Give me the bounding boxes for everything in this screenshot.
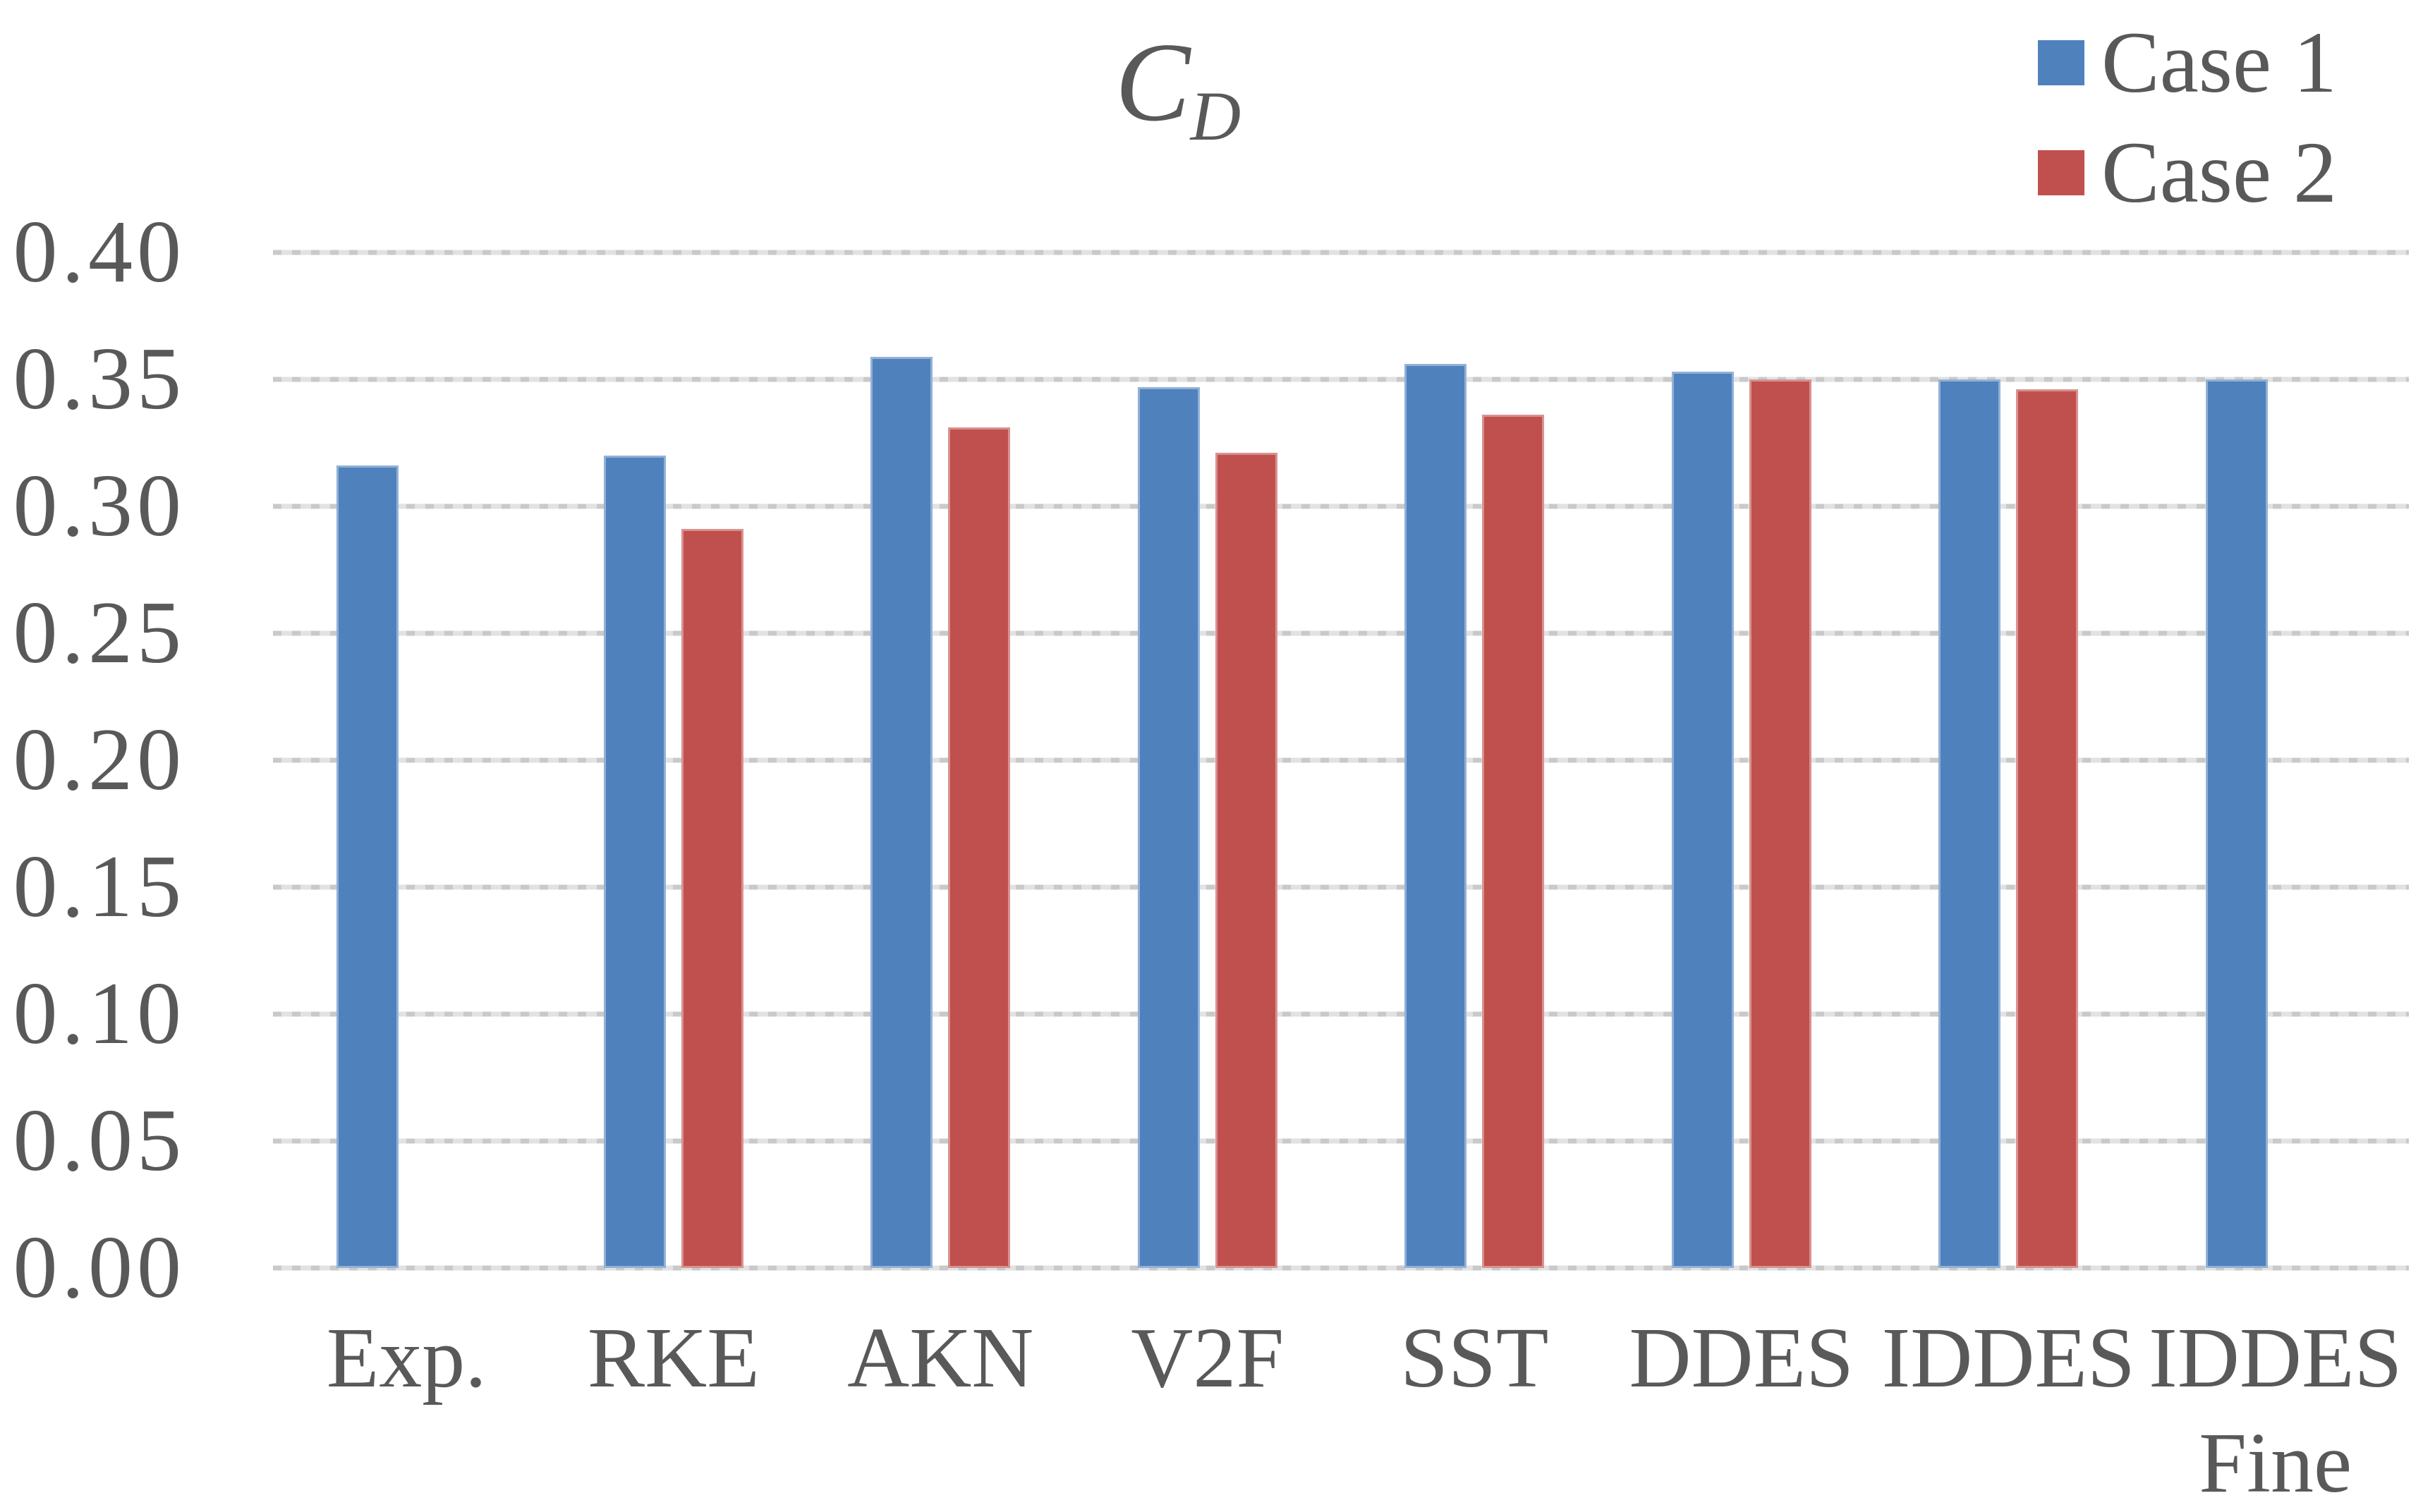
y-tick-label: 0.00	[13, 1219, 186, 1317]
bar-case-2-ddes	[1749, 379, 1811, 1268]
chart-title-subscript: D	[1190, 78, 1241, 155]
bar-case-2-akn	[948, 427, 1011, 1268]
bar-case-2-v2f	[1215, 453, 1277, 1268]
gridline	[273, 250, 2409, 255]
legend-item-case-2: Case 2	[2038, 129, 2337, 217]
x-tick-label-rke: RKE	[587, 1310, 760, 1406]
chart-title-main: C	[1115, 19, 1191, 145]
bar-case-1-ddes	[1671, 372, 1734, 1268]
y-tick-label: 0.15	[13, 838, 186, 936]
gridline	[273, 1265, 2409, 1271]
y-tick-label: 0.25	[13, 584, 186, 682]
gridline	[273, 884, 2409, 890]
x-tick-label-iddes-fine: IDDES Fine	[2149, 1310, 2403, 1511]
y-tick-label: 0.30	[13, 457, 186, 555]
gridline	[273, 1138, 2409, 1144]
legend-swatch-case-2	[2038, 150, 2084, 195]
bar-case-1-akn	[870, 356, 933, 1268]
x-tick-label-ddes: DDES	[1629, 1310, 1854, 1406]
gridline	[273, 630, 2409, 636]
gridline	[273, 757, 2409, 763]
gridline	[273, 377, 2409, 382]
bar-case-1-rke	[603, 456, 666, 1268]
y-axis-labels: 0.40 0.35 0.30 0.25 0.20 0.15 0.10 0.05 0.00	[0, 208, 186, 1312]
bar-case-2-rke	[681, 529, 743, 1268]
bar-case-1-exp	[336, 465, 399, 1268]
x-tick-label-akn: AKN	[847, 1310, 1034, 1406]
x-tick-label-iddes: IDDES	[1881, 1310, 2135, 1406]
y-tick-label: 0.35	[13, 330, 186, 428]
gridline	[273, 504, 2409, 509]
bar-case-1-v2f	[1137, 386, 1200, 1268]
y-tick-label: 0.10	[13, 965, 186, 1063]
legend-item-case-1: Case 1	[2038, 19, 2337, 106]
bar-case-1-sst	[1404, 364, 1467, 1268]
legend-swatch-case-1	[2038, 40, 2084, 85]
chart-title: CD	[0, 19, 2356, 155]
bar-case-1-iddes	[1938, 379, 2001, 1268]
x-tick-label-exp: Exp.	[326, 1310, 487, 1406]
bar-case-2-iddes	[2016, 389, 2079, 1268]
x-axis-labels: Exp. RKE AKN V2F SST DDES IDDES IDDES Fine	[273, 1306, 2409, 1511]
bar-case-1-iddes-fine	[2205, 379, 2268, 1268]
legend-label-case-1: Case 1	[2101, 14, 2338, 111]
y-tick-label: 0.05	[13, 1092, 186, 1190]
y-tick-label: 0.40	[13, 203, 186, 301]
x-tick-label-sst: SST	[1400, 1310, 1549, 1406]
legend: Case 1 Case 2	[2038, 19, 2337, 217]
gridline	[273, 1011, 2409, 1017]
bar-case-2-sst	[1482, 415, 1545, 1268]
y-tick-label: 0.20	[13, 711, 186, 809]
x-tick-label-v2f: V2F	[1131, 1310, 1285, 1406]
legend-label-case-2: Case 2	[2101, 124, 2338, 221]
plot-area	[273, 250, 2409, 1271]
